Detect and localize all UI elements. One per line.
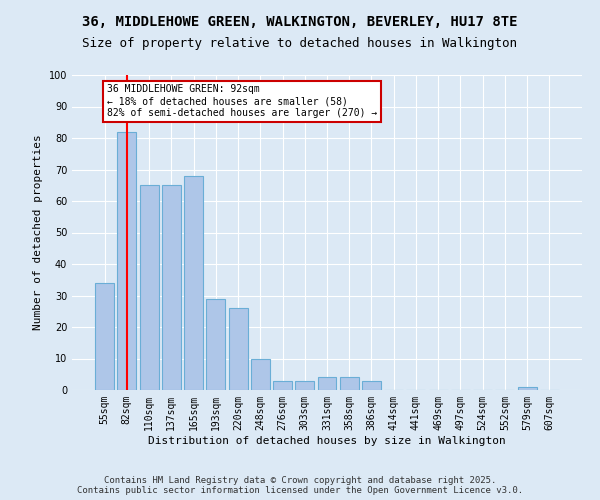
Bar [118,132,136,390]
Bar [206,298,225,390]
Bar [251,358,270,390]
Bar [340,378,359,390]
Bar [95,283,114,390]
Bar [162,185,181,390]
Bar [273,380,292,390]
Text: Contains HM Land Registry data © Crown copyright and database right 2025.
Contai: Contains HM Land Registry data © Crown c… [77,476,523,495]
Bar [229,308,248,390]
Y-axis label: Number of detached properties: Number of detached properties [33,134,43,330]
Bar [184,176,203,390]
Text: 36 MIDDLEHOWE GREEN: 92sqm
← 18% of detached houses are smaller (58)
82% of semi: 36 MIDDLEHOWE GREEN: 92sqm ← 18% of deta… [107,84,377,117]
Text: Size of property relative to detached houses in Walkington: Size of property relative to detached ho… [83,38,517,51]
Text: 36, MIDDLEHOWE GREEN, WALKINGTON, BEVERLEY, HU17 8TE: 36, MIDDLEHOWE GREEN, WALKINGTON, BEVERL… [82,15,518,29]
Bar [140,185,158,390]
Bar [317,378,337,390]
Bar [295,380,314,390]
X-axis label: Distribution of detached houses by size in Walkington: Distribution of detached houses by size … [148,436,506,446]
Bar [362,380,381,390]
Bar [518,387,536,390]
